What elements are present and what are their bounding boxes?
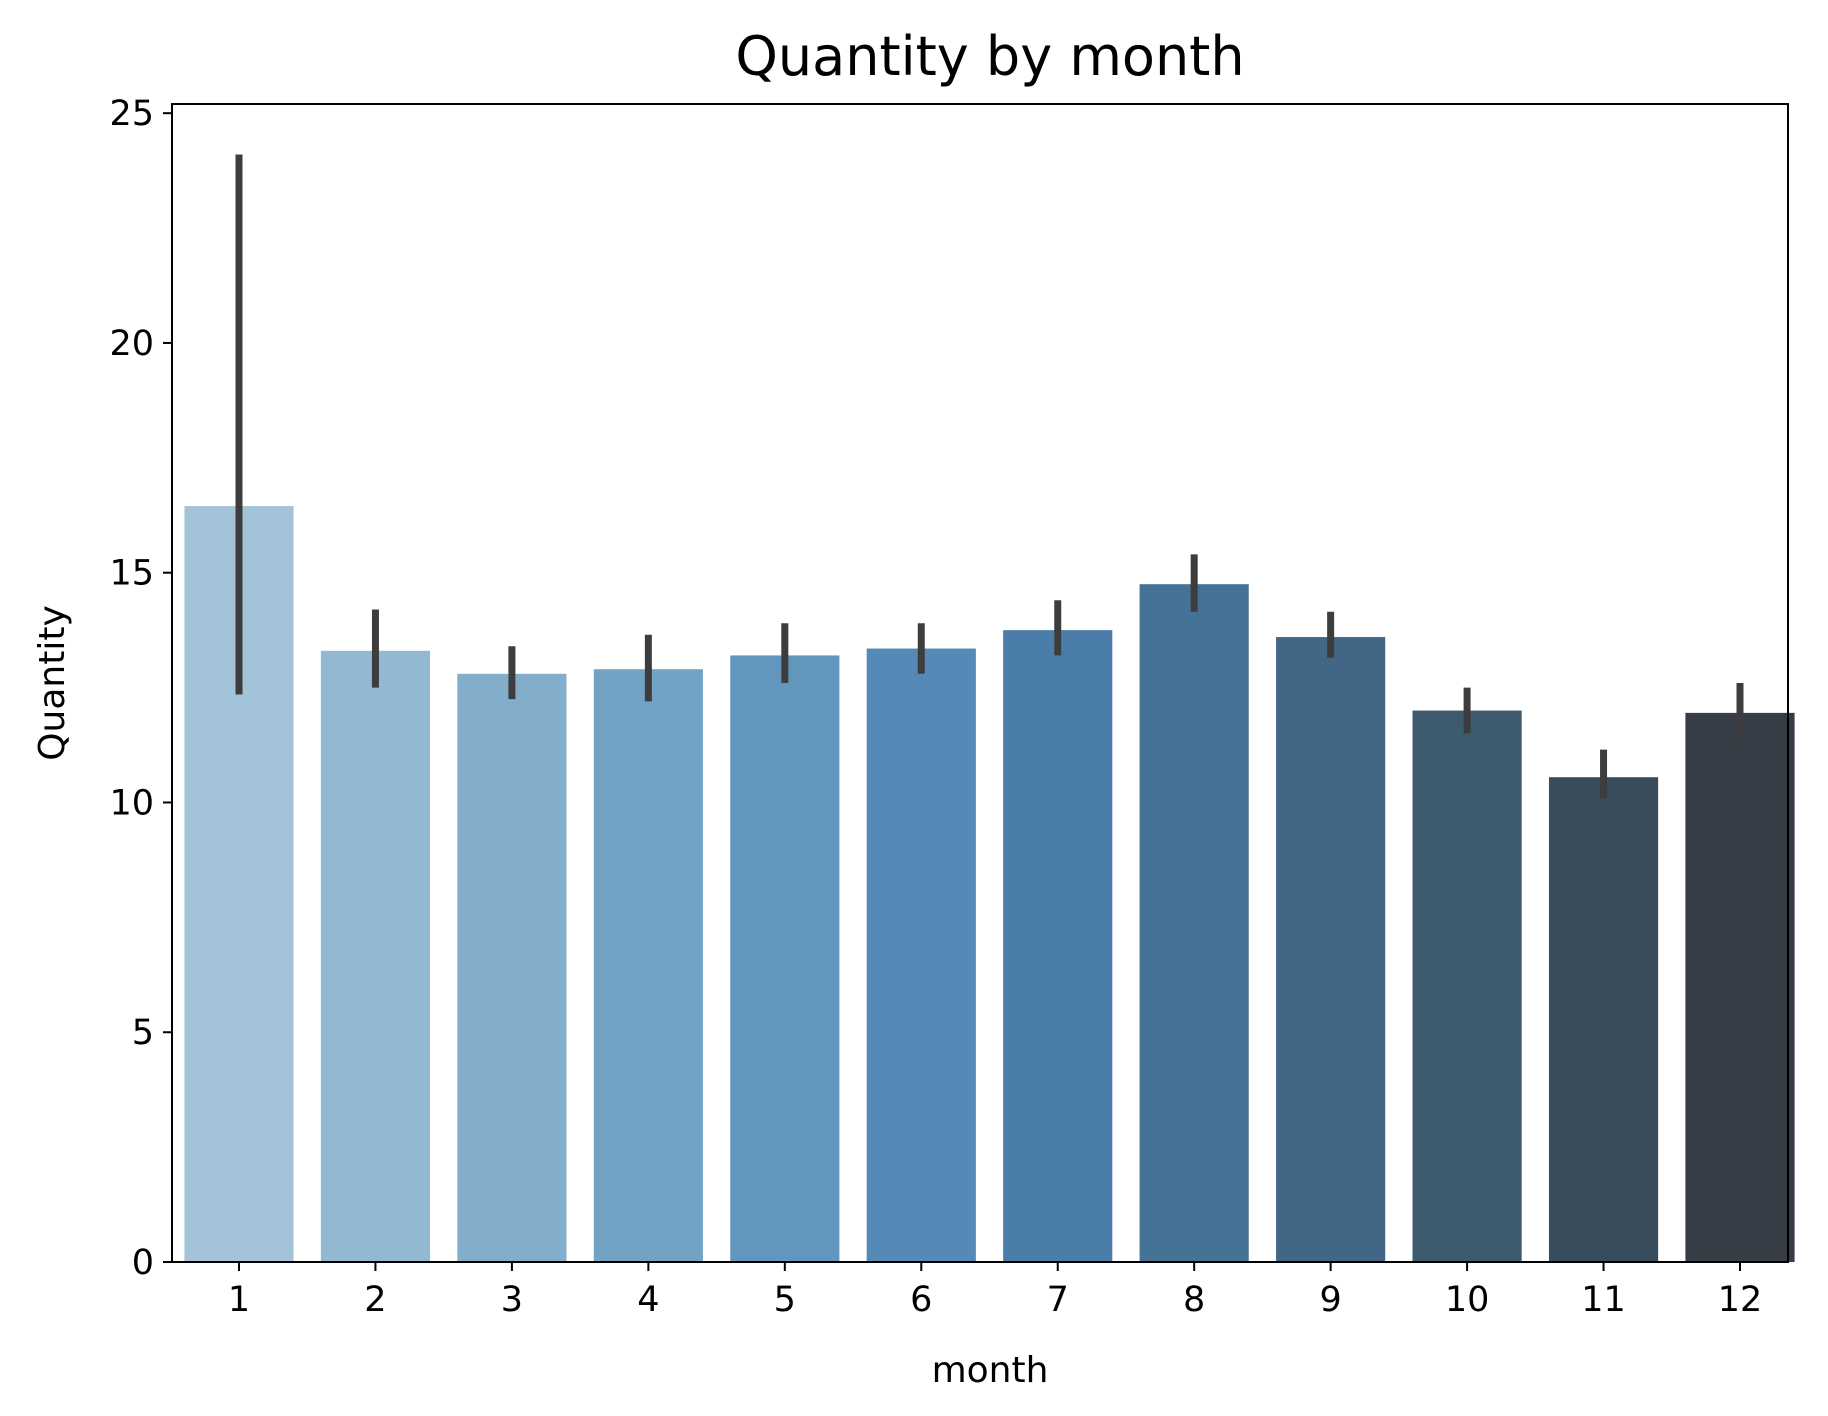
y-tick-label: 20 (109, 324, 154, 364)
y-tick-label: 15 (109, 554, 154, 594)
chart-title: Quantity by month (735, 25, 1244, 88)
bar-month-11 (1548, 777, 1659, 1262)
y-axis: 0 5 10 15 20 25 (109, 94, 172, 1283)
x-tick-label: 3 (501, 1280, 523, 1320)
x-tick-label: 6 (910, 1280, 932, 1320)
y-tick-label: 5 (132, 1013, 154, 1053)
x-tick-label: 4 (637, 1280, 659, 1320)
x-tick-label: 9 (1319, 1280, 1341, 1320)
x-tick-label: 1 (228, 1280, 250, 1320)
x-tick-label: 8 (1183, 1280, 1205, 1320)
bar-month-5 (730, 655, 840, 1262)
error-bars-group (235, 154, 1744, 798)
y-axis-title: Quantity (32, 605, 73, 761)
bar-month-7 (1003, 630, 1113, 1262)
bars-group (184, 506, 1795, 1263)
bar-month-4 (593, 669, 703, 1262)
x-tick-label: 7 (1047, 1280, 1069, 1320)
bar-month-12 (1685, 712, 1795, 1262)
y-tick-label: 25 (109, 94, 154, 134)
x-axis-title: month (932, 1350, 1049, 1391)
x-tick-label: 12 (1718, 1280, 1763, 1320)
plot-frame (171, 103, 1789, 1263)
x-tick-label: 5 (774, 1280, 796, 1320)
x-tick-label: 10 (1445, 1280, 1490, 1320)
y-tick-label: 10 (109, 783, 154, 823)
x-tick-label: 11 (1581, 1280, 1626, 1320)
y-tick-label: 0 (132, 1243, 154, 1283)
bar-month-6 (866, 648, 976, 1262)
x-axis: 1 2 3 4 5 6 7 8 9 10 11 12 (228, 1262, 1762, 1320)
bar-month-3 (457, 673, 567, 1262)
bar-month-8 (1139, 584, 1249, 1262)
x-tick-label: 2 (364, 1280, 386, 1320)
bar-month-10 (1412, 710, 1522, 1262)
bar-month-2 (320, 650, 431, 1262)
bar-month-9 (1276, 637, 1386, 1262)
